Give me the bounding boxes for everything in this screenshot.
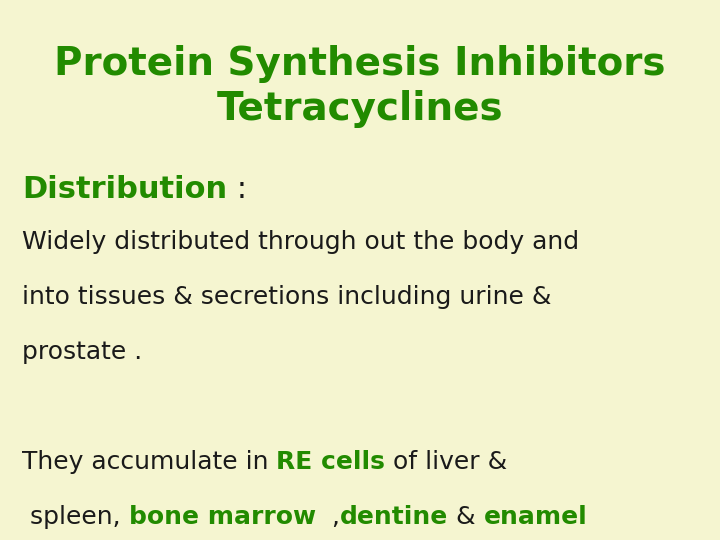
Text: RE cells: RE cells: [276, 450, 385, 474]
Text: into tissues & secretions including urine &: into tissues & secretions including urin…: [22, 285, 552, 309]
Text: enamel: enamel: [484, 505, 588, 529]
Text: They accumulate in: They accumulate in: [22, 450, 276, 474]
Text: &: &: [448, 505, 484, 529]
Text: of liver &: of liver &: [385, 450, 508, 474]
Text: ,: ,: [316, 505, 340, 529]
Text: Distribution: Distribution: [22, 175, 227, 204]
Text: bone marrow: bone marrow: [129, 505, 316, 529]
Text: :: :: [227, 175, 247, 204]
Text: Protein Synthesis Inhibitors
Tetracyclines: Protein Synthesis Inhibitors Tetracyclin…: [54, 45, 666, 129]
Text: Widely distributed through out the body and: Widely distributed through out the body …: [22, 230, 579, 254]
Text: prostate .: prostate .: [22, 340, 143, 364]
Text: dentine: dentine: [340, 505, 448, 529]
Text: spleen,: spleen,: [22, 505, 129, 529]
